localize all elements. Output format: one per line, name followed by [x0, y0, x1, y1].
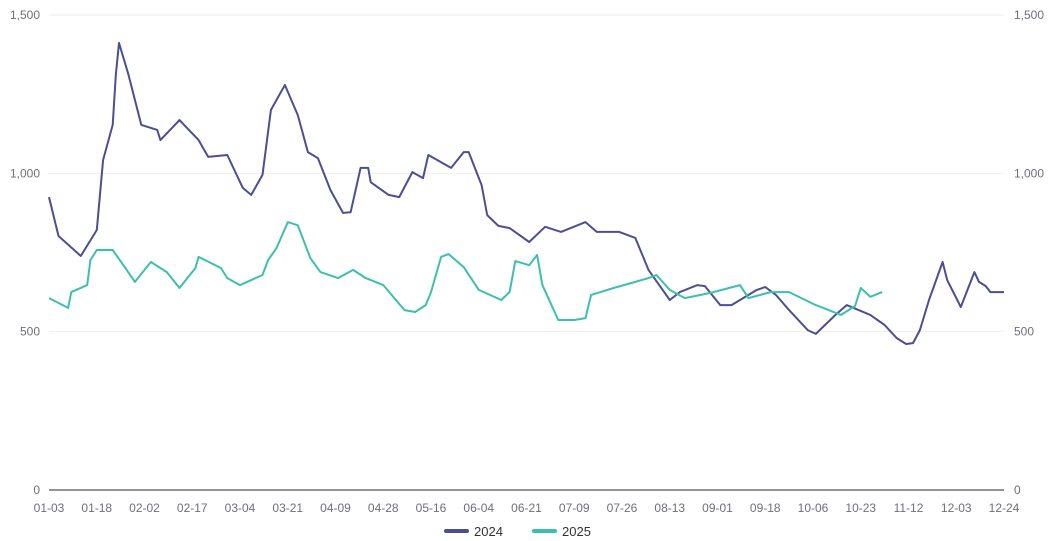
- y-tick-label-left: 0: [33, 483, 40, 497]
- legend-label: 2024: [474, 524, 503, 539]
- x-tick-label: 09-18: [750, 501, 781, 515]
- x-tick-label: 10-06: [798, 501, 829, 515]
- y-tick-label-left: 1,500: [10, 8, 40, 22]
- x-tick-label: 07-26: [607, 501, 638, 515]
- legend-swatch: [444, 529, 469, 533]
- legend-label: 2025: [562, 524, 591, 539]
- x-tick-label: 11-12: [894, 501, 924, 515]
- x-tick-label: 05-16: [416, 501, 447, 515]
- x-tick-label: 02-02: [129, 501, 160, 515]
- legend-swatch: [532, 529, 557, 533]
- x-tick-label: 03-04: [225, 501, 256, 515]
- x-tick-label: 07-09: [559, 501, 590, 515]
- x-tick-label: 06-04: [463, 501, 494, 515]
- legend-item-2024[interactable]: 2024: [444, 524, 503, 539]
- x-tick-label: 10-23: [845, 501, 876, 515]
- x-tick-label: 01-03: [34, 501, 65, 515]
- x-tick-label: 12-24: [989, 501, 1020, 515]
- y-tick-label-right: 500: [1014, 325, 1034, 339]
- x-axis: 01-03 01-18 02-02 02-17 03-04 03-21 04-09 04-28…: [34, 489, 1020, 515]
- x-tick-label: 02-17: [177, 501, 208, 515]
- series-line-2024: [48, 41, 1004, 345]
- x-tick-label: 04-09: [320, 501, 351, 515]
- x-tick-label: 08-13: [654, 501, 685, 515]
- legend-item-2025[interactable]: 2025: [532, 524, 591, 539]
- y-axis-right: 0 500 1,000 1,500: [1014, 8, 1044, 497]
- grid: [49, 14, 1004, 333]
- y-tick-label-right: 1,000: [1014, 166, 1044, 180]
- x-tick-label: 09-01: [702, 501, 733, 515]
- legend: 2024 2025: [444, 524, 591, 539]
- x-tick-label: 01-18: [81, 501, 112, 515]
- series-lines: [48, 41, 1004, 345]
- x-tick-label: 03-21: [272, 501, 303, 515]
- y-tick-label-right: 0: [1014, 483, 1021, 497]
- x-tick-label: 04-28: [368, 501, 399, 515]
- y-tick-label-left: 500: [20, 325, 40, 339]
- y-tick-label-right: 1,500: [1014, 8, 1044, 22]
- x-tick-label: 06-21: [511, 501, 542, 515]
- y-tick-label-left: 1,000: [10, 166, 40, 180]
- x-tick-label: 12-03: [941, 501, 972, 515]
- y-axis-left: 0 500 1,000 1,500: [10, 8, 40, 497]
- series-line-2025: [48, 221, 883, 321]
